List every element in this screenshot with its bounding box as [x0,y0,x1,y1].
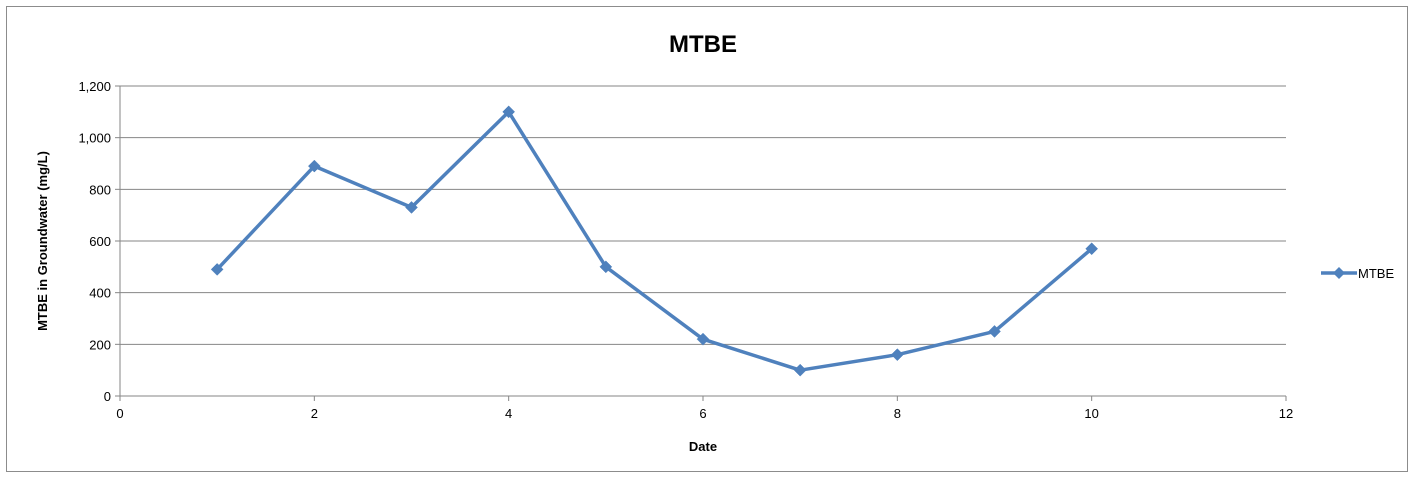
y-tick-label: 1,200 [78,79,111,94]
chart-title: MTBE [669,31,737,58]
x-tick-label: 0 [116,406,123,421]
x-tick-label: 2 [311,406,318,421]
x-tick-label: 6 [699,406,706,421]
data-point-marker [307,159,321,173]
gridlines [120,85,1286,345]
data-point-marker [210,263,224,276]
data-point-marker [696,332,710,346]
x-axis-title: Date [689,439,717,454]
data-point-marker [988,325,1001,338]
y-tick-label: 600 [89,234,111,249]
legend-label-mtbe: MTBE [1358,266,1394,281]
x-tick-label: 4 [505,406,512,421]
data-point-marker [1085,242,1099,256]
y-axis-title: MTBE in Groundwater (mg/L) [35,151,50,331]
y-tick-label: 0 [104,389,111,404]
chart-frame: MTBE 0 200 400 600 800 1,000 1,200 0 2 4 6 8 10 12 M… [6,6,1408,472]
data-point-marker [599,260,613,274]
x-tick-label: 8 [894,406,901,421]
y-axis-tick-labels: 0 200 400 600 800 1,000 1,200 [78,79,111,404]
axes [115,85,1287,401]
y-tick-label: 200 [89,337,111,352]
legend: MTBE [1321,266,1394,281]
x-axis-tick-labels: 0 2 4 6 8 10 12 [116,406,1293,421]
series-layer [210,105,1099,377]
x-tick-label: 10 [1084,406,1098,421]
data-point-marker [890,348,904,362]
legend-marker [1333,267,1345,279]
data-point-marker [793,363,807,377]
y-tick-label: 800 [89,182,111,197]
x-tick-label: 12 [1279,406,1293,421]
series-line-mtbe [215,110,1093,372]
data-point-marker [405,201,418,214]
y-tick-label: 400 [89,286,111,301]
y-tick-label: 1,000 [78,131,111,146]
data-point-marker [502,105,516,119]
chart-canvas: MTBE 0 200 400 600 800 1,000 1,200 0 2 4 6 8 10 12 M… [35,31,1394,454]
